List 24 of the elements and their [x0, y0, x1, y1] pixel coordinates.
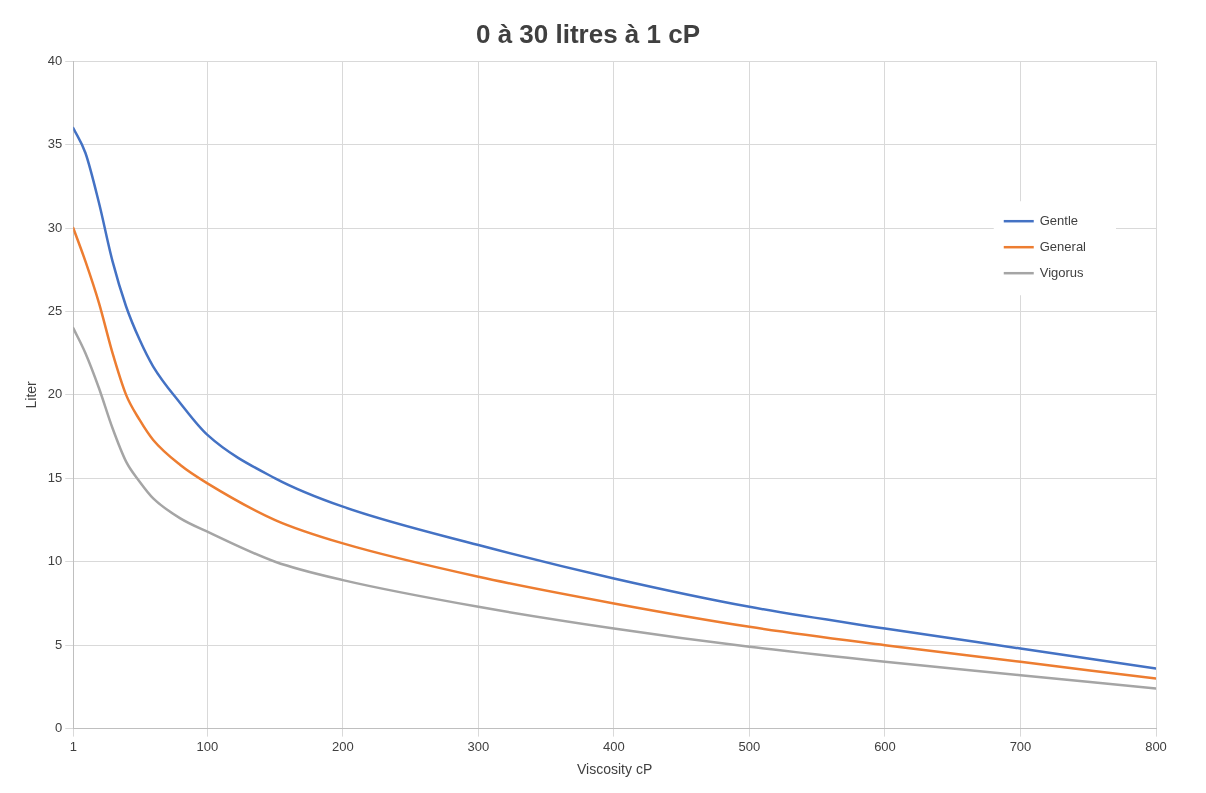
x-tick-label: 800 [1145, 738, 1167, 754]
y-tick-label: 40 [47, 52, 63, 68]
x-tick-label: 500 [738, 738, 761, 754]
x-tick-label: 100 [196, 738, 219, 754]
x-axis-title: Viscosity cP [577, 761, 653, 778]
legend-label: Gentle [1039, 212, 1079, 228]
legend-label: Vigorus [1039, 264, 1085, 280]
y-tick-label: 35 [47, 136, 63, 152]
y-tick-label: 20 [47, 386, 63, 402]
y-tick-label: 30 [47, 219, 63, 235]
x-tick-label: 200 [332, 738, 354, 754]
chart-title: 0 à 30 litres à 1 cP [475, 18, 701, 49]
x-tick-label: 600 [874, 738, 896, 754]
y-tick-label: 25 [47, 303, 63, 319]
x-tick-label: 1 [69, 738, 77, 754]
y-tick-label: 5 [55, 636, 63, 652]
x-tick-label: 300 [467, 738, 490, 754]
y-tick-label: 15 [47, 469, 63, 485]
y-axis-title: Liter [23, 380, 40, 409]
x-tick-label: 400 [603, 738, 625, 754]
x-tick-label: 700 [1009, 738, 1032, 754]
legend-label: General [1039, 238, 1087, 254]
y-tick-label: 0 [55, 720, 63, 736]
y-tick-label: 10 [47, 553, 63, 569]
